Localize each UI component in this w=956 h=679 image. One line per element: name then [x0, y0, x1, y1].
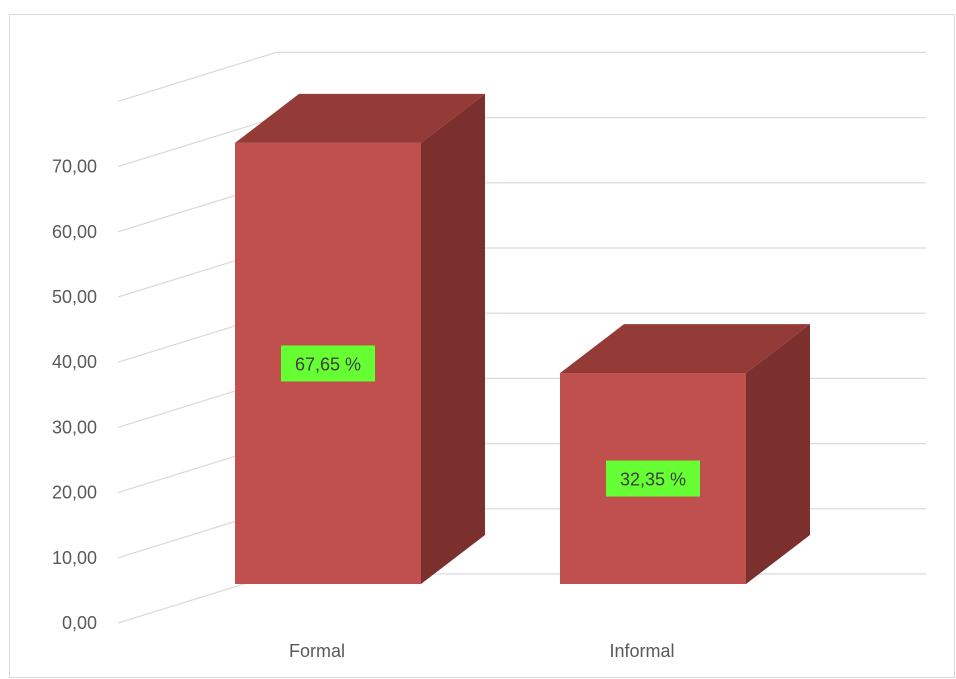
x-axis-categories: Formal Informal	[289, 641, 675, 661]
y-tick-label: 30,00	[52, 417, 97, 437]
bar-top-face	[560, 324, 810, 374]
data-label: 67,65 %	[295, 354, 361, 374]
y-tick-label: 60,00	[52, 222, 97, 242]
y-tick-label: 50,00	[52, 287, 97, 307]
bar-side-face	[421, 93, 485, 584]
bar-top-face	[235, 93, 485, 143]
data-label-background	[281, 345, 375, 382]
y-tick-label: 20,00	[52, 483, 97, 503]
bar-informal: 32,35 %	[560, 324, 810, 584]
gridline-diagonal	[117, 51, 277, 102]
data-label: 32,35 %	[620, 470, 686, 490]
data-label-background	[606, 460, 700, 497]
category-label: Formal	[289, 641, 345, 661]
bar-formal: 67,65 %	[235, 93, 485, 584]
bars: 67,65 % 32,35 %	[235, 93, 810, 584]
gridline-diagonal	[117, 117, 277, 168]
y-tick-label: 70,00	[52, 157, 97, 177]
y-tick-label: 0,00	[62, 613, 97, 633]
y-tick-label: 10,00	[52, 548, 97, 568]
bar-side-face	[746, 324, 810, 584]
category-label: Informal	[609, 641, 674, 661]
y-axis-ticks: 0,00 10,00 20,00 30,00 40,00 50,00 60,00 70,00	[52, 157, 97, 633]
y-tick-label: 40,00	[52, 352, 97, 372]
